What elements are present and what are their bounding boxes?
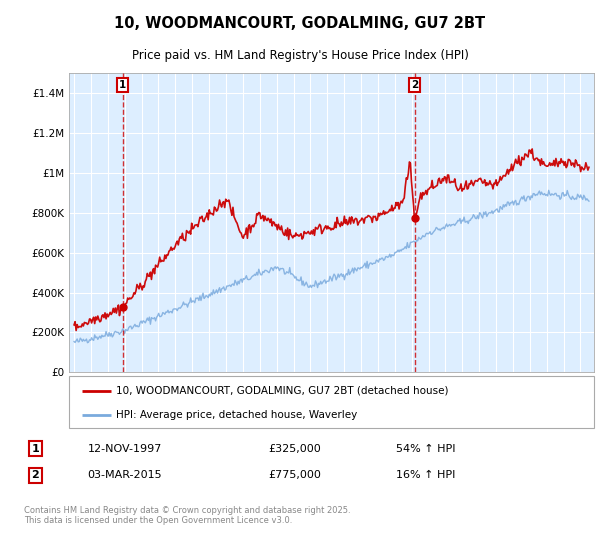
Text: Contains HM Land Registry data © Crown copyright and database right 2025.
This d: Contains HM Land Registry data © Crown c… (23, 506, 350, 525)
Text: Price paid vs. HM Land Registry's House Price Index (HPI): Price paid vs. HM Land Registry's House … (131, 49, 469, 62)
Text: 10, WOODMANCOURT, GODALMING, GU7 2BT (detached house): 10, WOODMANCOURT, GODALMING, GU7 2BT (de… (116, 386, 449, 396)
Text: HPI: Average price, detached house, Waverley: HPI: Average price, detached house, Wave… (116, 410, 358, 420)
Text: 10, WOODMANCOURT, GODALMING, GU7 2BT: 10, WOODMANCOURT, GODALMING, GU7 2BT (115, 16, 485, 31)
Text: 1: 1 (119, 80, 126, 90)
Text: 16% ↑ HPI: 16% ↑ HPI (396, 470, 455, 480)
Text: 2: 2 (411, 80, 418, 90)
Text: 03-MAR-2015: 03-MAR-2015 (88, 470, 162, 480)
Text: £325,000: £325,000 (268, 444, 321, 454)
Text: 12-NOV-1997: 12-NOV-1997 (88, 444, 162, 454)
FancyBboxPatch shape (69, 376, 594, 428)
Text: £775,000: £775,000 (268, 470, 321, 480)
Text: 1: 1 (31, 444, 39, 454)
Text: 2: 2 (31, 470, 39, 480)
Text: 54% ↑ HPI: 54% ↑ HPI (396, 444, 455, 454)
